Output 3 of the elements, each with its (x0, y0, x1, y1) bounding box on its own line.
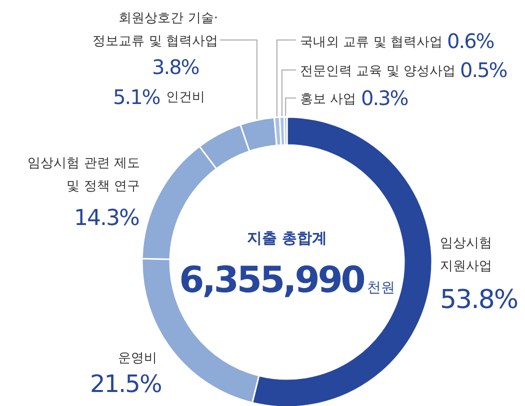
text: 천원 (366, 280, 395, 296)
title: 지출 총합계 (246, 229, 328, 247)
text: 6,355,990 (179, 260, 365, 301)
